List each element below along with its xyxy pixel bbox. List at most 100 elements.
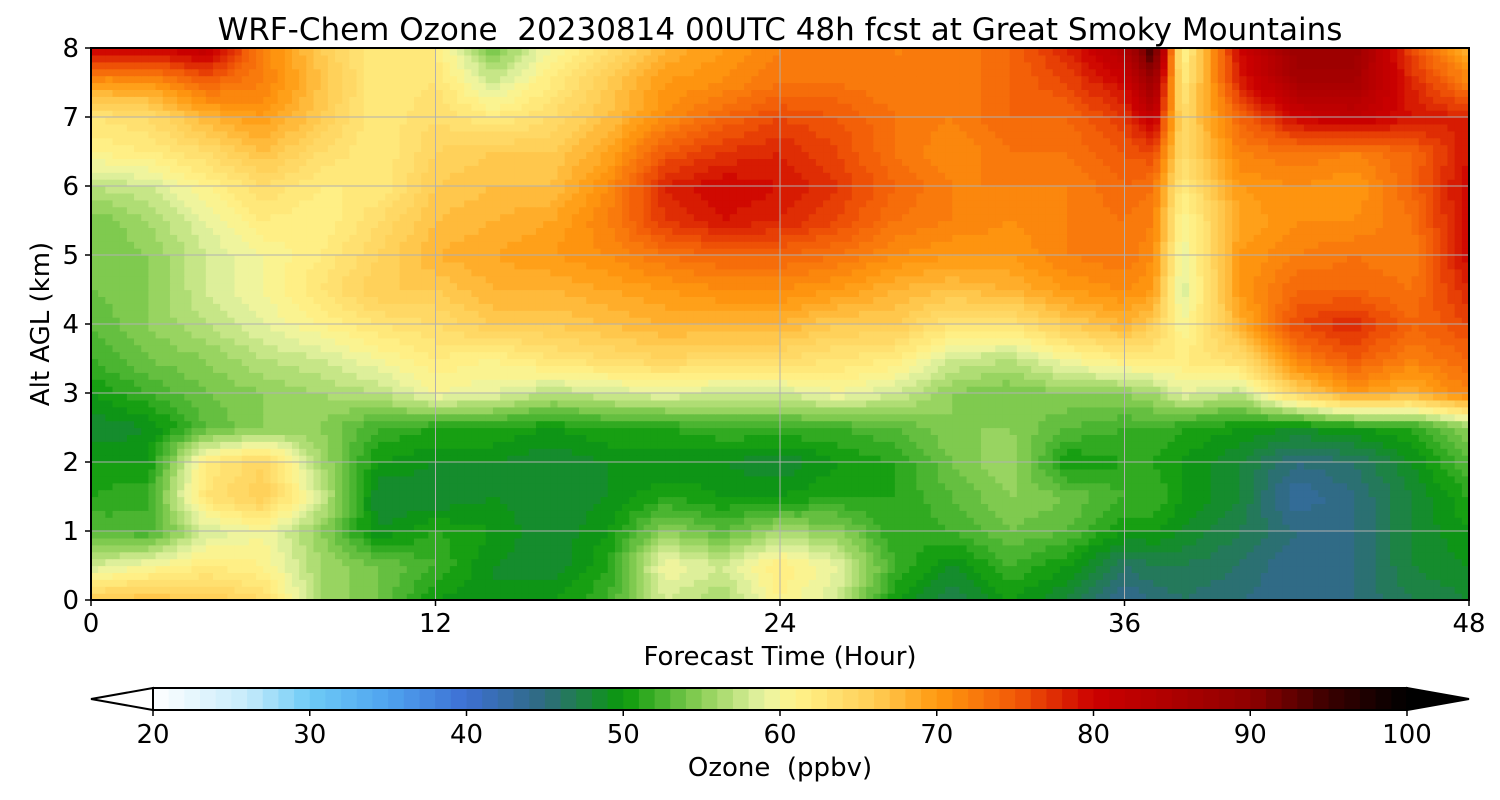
heatmap-cell bbox=[442, 558, 451, 567]
heatmap-cell bbox=[1167, 441, 1176, 449]
heatmap-cell bbox=[514, 468, 523, 477]
heatmap-cell bbox=[988, 462, 996, 470]
heatmap-cell bbox=[1404, 517, 1413, 525]
heatmap-cell bbox=[191, 537, 200, 546]
heatmap-cell bbox=[736, 593, 745, 600]
heatmap-cell bbox=[729, 586, 738, 594]
heatmap-cell bbox=[392, 558, 401, 567]
heatmap-cell bbox=[277, 524, 286, 532]
heatmap-cell bbox=[198, 448, 207, 456]
heatmap-cell bbox=[1038, 496, 1047, 504]
heatmap-cell bbox=[686, 427, 695, 435]
heatmap-cell bbox=[471, 489, 480, 498]
heatmap-cell bbox=[679, 420, 688, 429]
heatmap-cell bbox=[478, 558, 487, 567]
heatmap-cell bbox=[507, 572, 516, 580]
heatmap-cell bbox=[363, 593, 372, 600]
heatmap-cell bbox=[1303, 475, 1312, 484]
heatmap-cell bbox=[866, 586, 874, 594]
heatmap-cell bbox=[1224, 544, 1233, 553]
heatmap-cell bbox=[1354, 572, 1362, 580]
heatmap-cell bbox=[248, 496, 257, 504]
heatmap-cell bbox=[1311, 579, 1319, 587]
heatmap-cell bbox=[1239, 441, 1248, 449]
heatmap-cell bbox=[220, 482, 228, 491]
heatmap-cell bbox=[1361, 503, 1370, 511]
heatmap-cell bbox=[1031, 434, 1039, 442]
heatmap-cell bbox=[198, 510, 207, 518]
heatmap-cell bbox=[1002, 455, 1011, 463]
heatmap-cell bbox=[1160, 586, 1169, 594]
heatmap-cell bbox=[1447, 558, 1456, 567]
heatmap-cell bbox=[794, 462, 803, 470]
heatmap-cell bbox=[650, 551, 659, 560]
heatmap-cell bbox=[392, 544, 401, 553]
heatmap-cell bbox=[320, 462, 329, 470]
heatmap-cell bbox=[1074, 462, 1083, 470]
heatmap-cell bbox=[406, 510, 415, 518]
heatmap-cell bbox=[1038, 524, 1047, 532]
heatmap-cell bbox=[406, 544, 415, 553]
heatmap-cell bbox=[1361, 475, 1370, 484]
heatmap-cell bbox=[801, 524, 810, 532]
heatmap-cell bbox=[457, 565, 465, 573]
heatmap-cell bbox=[650, 565, 659, 573]
heatmap-cell bbox=[1311, 468, 1319, 477]
heatmap-cell bbox=[550, 448, 559, 456]
heatmap-cell bbox=[1095, 593, 1104, 600]
heatmap-cell bbox=[1224, 510, 1233, 518]
heatmap-cell bbox=[248, 441, 257, 449]
heatmap-cell bbox=[636, 496, 645, 504]
heatmap-cell bbox=[428, 448, 437, 456]
heatmap-cell bbox=[1102, 537, 1111, 546]
heatmap-cell bbox=[909, 482, 917, 491]
heatmap-cell bbox=[349, 434, 358, 442]
heatmap-cell bbox=[421, 551, 429, 560]
heatmap-cell bbox=[643, 468, 652, 477]
heatmap-cell bbox=[1009, 455, 1018, 463]
heatmap-cell bbox=[284, 427, 293, 435]
heatmap-cell bbox=[105, 551, 114, 560]
heatmap-cell bbox=[134, 448, 142, 456]
heatmap-cell bbox=[1440, 489, 1449, 498]
heatmap-cell bbox=[1146, 420, 1154, 429]
heatmap-cell bbox=[363, 475, 372, 484]
heatmap-cell bbox=[299, 558, 307, 567]
heatmap-cell bbox=[399, 510, 408, 518]
heatmap-cell bbox=[1117, 427, 1126, 435]
heatmap-cell bbox=[370, 579, 379, 587]
heatmap-cell bbox=[1425, 448, 1434, 456]
heatmap-cell bbox=[794, 517, 803, 525]
heatmap-cell bbox=[335, 537, 343, 546]
heatmap-cell bbox=[1239, 537, 1248, 546]
heatmap-cell bbox=[909, 579, 917, 587]
heatmap-cell bbox=[873, 510, 882, 518]
heatmap-cell bbox=[1296, 524, 1305, 532]
heatmap-cell bbox=[485, 531, 494, 539]
heatmap-cell bbox=[485, 517, 494, 525]
heatmap-cell bbox=[650, 462, 659, 470]
heatmap-cell bbox=[708, 544, 717, 553]
heatmap-cell bbox=[1311, 503, 1319, 511]
heatmap-cell bbox=[1268, 579, 1276, 587]
heatmap-cell bbox=[765, 593, 774, 600]
heatmap-cell bbox=[413, 510, 422, 518]
heatmap-cell bbox=[808, 593, 817, 600]
heatmap-cell bbox=[1433, 572, 1441, 580]
heatmap-cell bbox=[794, 475, 803, 484]
heatmap-cell bbox=[672, 579, 681, 587]
heatmap-cell bbox=[263, 489, 272, 498]
heatmap-cell bbox=[399, 441, 408, 449]
heatmap-cell bbox=[421, 531, 429, 539]
heatmap-cell bbox=[729, 579, 738, 587]
heatmap-cell bbox=[126, 565, 135, 573]
heatmap-cell bbox=[134, 517, 142, 525]
heatmap-cell bbox=[1433, 420, 1441, 429]
heatmap-cell bbox=[1224, 420, 1233, 429]
heatmap-cell bbox=[1217, 420, 1226, 429]
heatmap-cell bbox=[844, 462, 853, 470]
heatmap-cell bbox=[1282, 434, 1291, 442]
heatmap-cell bbox=[155, 510, 164, 518]
heatmap-cell bbox=[1038, 579, 1047, 587]
heatmap-cell bbox=[1447, 510, 1456, 518]
